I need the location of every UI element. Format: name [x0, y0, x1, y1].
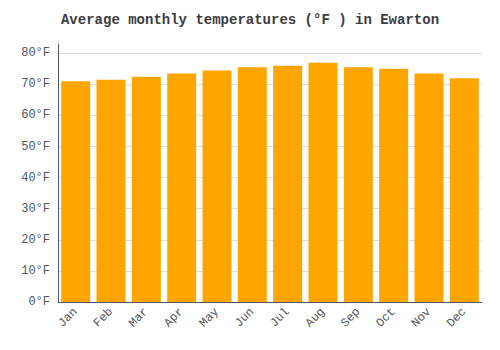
svg-text:60°F: 60°F	[21, 108, 50, 122]
svg-text:Jan: Jan	[55, 305, 80, 330]
svg-text:Oct: Oct	[373, 305, 398, 330]
svg-text:Nov: Nov	[409, 305, 434, 330]
svg-text:May: May	[197, 305, 222, 330]
svg-text:0°F: 0°F	[28, 295, 50, 309]
svg-text:70°F: 70°F	[21, 77, 50, 91]
svg-text:Jun: Jun	[232, 305, 257, 330]
svg-text:10°F: 10°F	[21, 264, 50, 278]
svg-text:Feb: Feb	[91, 305, 116, 330]
svg-text:50°F: 50°F	[21, 140, 50, 154]
svg-text:20°F: 20°F	[21, 233, 50, 247]
svg-text:Mar: Mar	[126, 305, 151, 330]
svg-text:Jul: Jul	[267, 305, 292, 330]
svg-text:Dec: Dec	[444, 305, 469, 330]
svg-text:Average monthly temperatures (: Average monthly temperatures (°F ) in Ew…	[61, 12, 439, 28]
svg-text:40°F: 40°F	[21, 171, 50, 185]
svg-text:Sep: Sep	[338, 305, 363, 330]
svg-text:80°F: 80°F	[21, 46, 50, 60]
svg-text:Aug: Aug	[303, 305, 328, 330]
svg-text:30°F: 30°F	[21, 202, 50, 216]
svg-text:Apr: Apr	[161, 305, 186, 330]
